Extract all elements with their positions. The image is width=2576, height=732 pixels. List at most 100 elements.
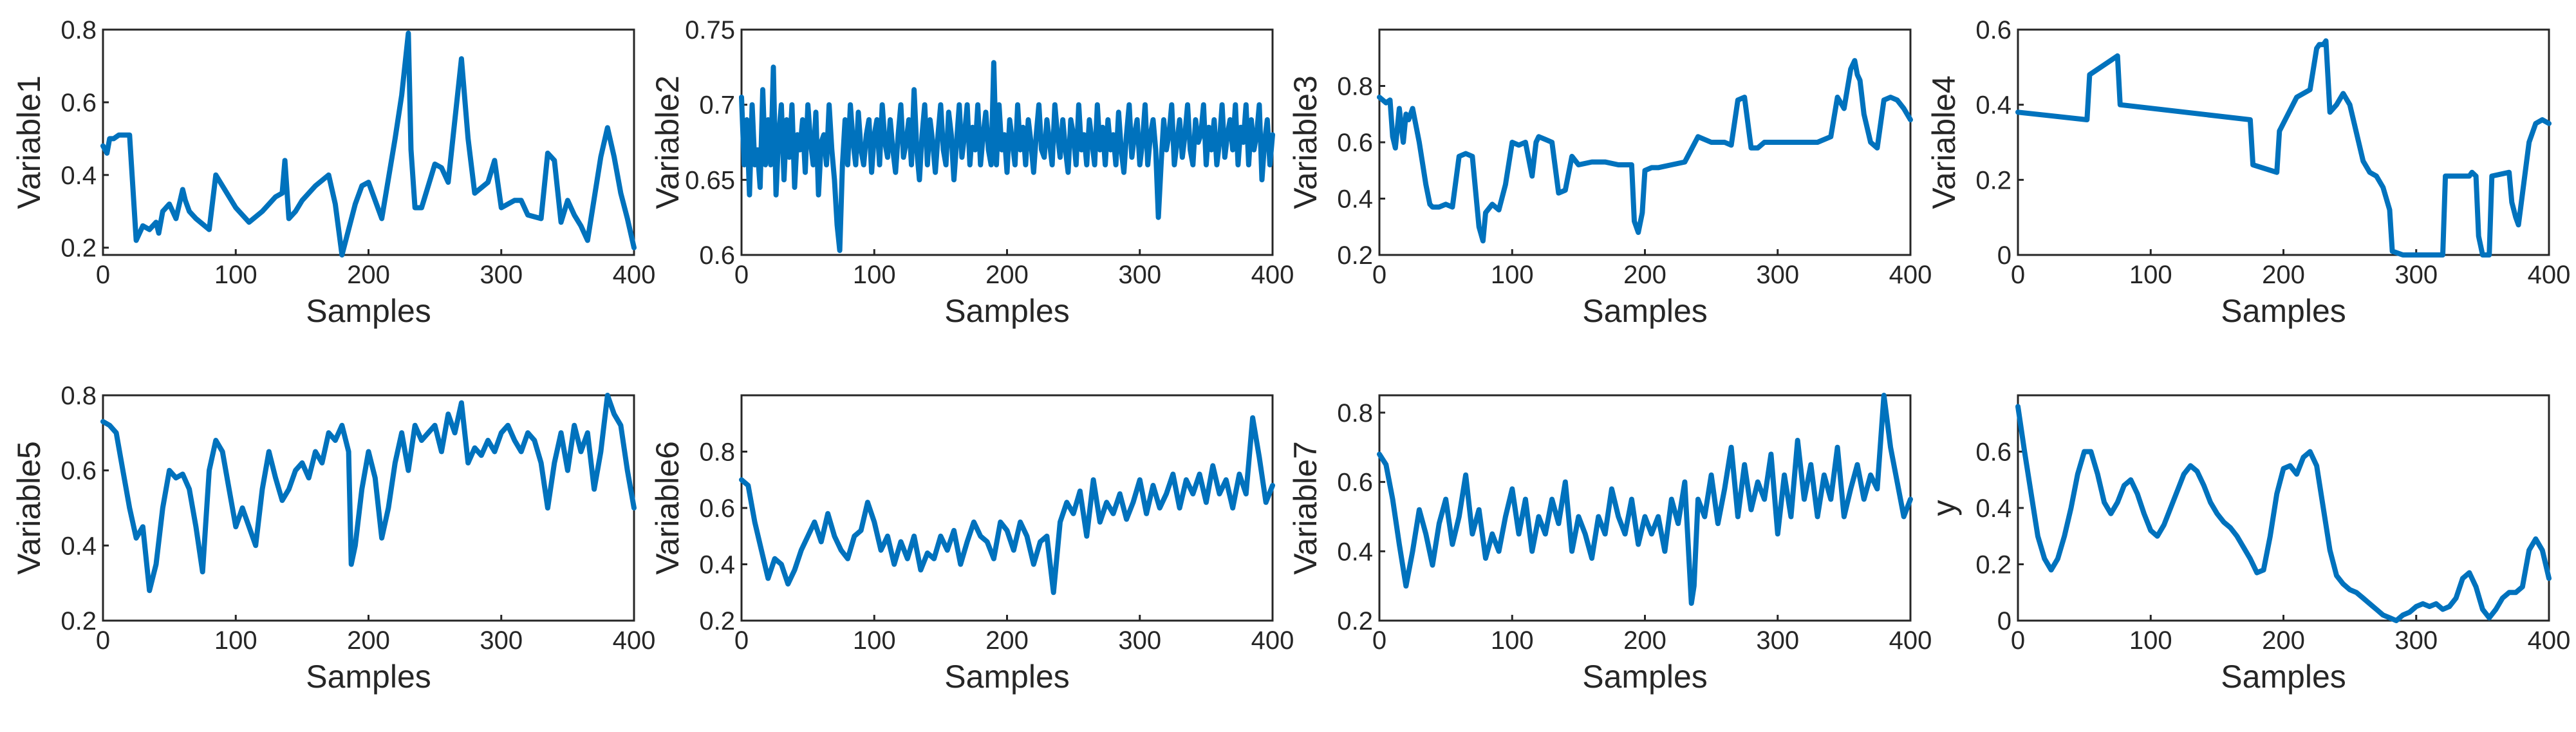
series-line [100, 30, 637, 258]
x-tick-label: 100 [214, 626, 257, 655]
subplot-1: 0 100 200 300 400 0.2 0.4 0.6 0.8 Samples Variable… [11, 16, 655, 329]
y-tick-label: 0.75 [685, 16, 735, 44]
x-axis-label: Samples [1582, 659, 1708, 695]
x-tick-label: 0 [1372, 626, 1386, 655]
y-tick-label: 0.6 [61, 89, 97, 117]
y-tick-label: 0.2 [1975, 166, 2011, 194]
y-tick-label: 0.2 [699, 607, 735, 635]
x-tick-label: 400 [613, 261, 656, 289]
axes-frame [2017, 28, 2550, 256]
x-tick-label: 200 [1623, 261, 1666, 289]
x-tick-label: 300 [2394, 626, 2438, 655]
x-tick-label: 200 [2262, 261, 2305, 289]
y-tick-label: 0.2 [61, 607, 97, 635]
axes-frame [2017, 394, 2550, 622]
x-tick-label: 0 [96, 261, 110, 289]
x-tick-label: 400 [2528, 261, 2571, 289]
y-axis-label: Variable2 [649, 75, 686, 209]
x-tick-label: 100 [2129, 626, 2172, 655]
x-tick-label: 300 [1118, 261, 1161, 289]
y-tick-label: 0.6 [1337, 469, 1373, 497]
y-tick-label: 0 [1997, 241, 2011, 270]
axes-frame [1378, 28, 1912, 256]
x-tick-label: 300 [480, 626, 523, 655]
y-tick-label: 0.2 [1975, 551, 2011, 579]
x-tick-label: 0 [734, 626, 749, 655]
y-tick-label: 0.4 [1337, 185, 1373, 214]
y-tick-label: 0.4 [1975, 91, 2011, 120]
axes-frame [102, 394, 635, 622]
y-tick-label: 0.2 [1337, 241, 1373, 270]
x-tick-label: 200 [347, 261, 390, 289]
axes-frame [102, 28, 635, 256]
x-axis-label: Samples [2221, 293, 2346, 329]
x-tick-label: 0 [2011, 261, 2025, 289]
y-tick-label: 0.4 [1337, 538, 1373, 566]
series-line [100, 393, 637, 594]
x-axis-label: Samples [944, 293, 1070, 329]
x-tick-label: 300 [1756, 261, 1799, 289]
x-axis-label: Samples [1582, 293, 1708, 329]
y-tick-label: 0.65 [685, 166, 735, 194]
x-tick-label: 400 [1251, 261, 1294, 289]
x-axis-label: Samples [2221, 659, 2346, 695]
subplot-4: 0 100 200 300 400 0 0.2 0.4 0.6 Samples Variable4 [1926, 16, 2570, 329]
y-tick-label: 0.4 [61, 162, 97, 190]
y-tick-label: 0.4 [1975, 494, 2011, 523]
x-tick-label: 0 [734, 261, 749, 289]
x-tick-label: 300 [2394, 261, 2438, 289]
y-tick-label: 0.6 [699, 494, 735, 523]
y-tick-label: 0.8 [61, 16, 97, 44]
series-line [739, 415, 1275, 596]
series-line [1377, 58, 1913, 244]
x-tick-label: 0 [2011, 626, 2025, 655]
y-tick-label: 0.6 [61, 457, 97, 485]
x-tick-label: 300 [1756, 626, 1799, 655]
x-tick-label: 100 [214, 261, 257, 289]
x-axis-label: Samples [306, 293, 431, 329]
y-tick-label: 0.7 [699, 91, 735, 120]
x-tick-label: 400 [1889, 261, 1932, 289]
x-tick-label: 100 [2129, 261, 2172, 289]
y-tick-label: 0.4 [699, 551, 735, 579]
subplot-5: 0 100 200 300 400 0.2 0.4 0.6 0.8 Samples Variable… [11, 382, 655, 695]
y-axis-label: Variable7 [1287, 441, 1323, 575]
series-line [1377, 393, 1913, 606]
subplot-6: 0 100 200 300 400 0.2 0.4 0.6 0.8 Samples Variable… [649, 394, 1294, 695]
x-tick-label: 100 [1491, 261, 1534, 289]
x-tick-label: 400 [1251, 626, 1294, 655]
x-tick-label: 300 [1118, 626, 1161, 655]
series-line [2015, 38, 2552, 258]
x-tick-label: 200 [347, 626, 390, 655]
x-tick-label: 100 [853, 626, 896, 655]
y-axis-label: Variable3 [1287, 75, 1323, 209]
x-tick-label: 200 [1623, 626, 1666, 655]
subplot-7: 0 100 200 300 400 0.2 0.4 0.6 0.8 Samples Variable… [1287, 393, 1932, 695]
y-tick-label: 0.8 [699, 438, 735, 467]
y-tick-label: 0.4 [61, 532, 97, 560]
x-tick-label: 300 [480, 261, 523, 289]
y-tick-label: 0.6 [1975, 438, 2011, 467]
y-axis-label: Variable1 [11, 75, 47, 209]
y-tick-label: 0.2 [1337, 607, 1373, 635]
y-tick-label: 0 [1997, 607, 2011, 635]
y-tick-label: 0.6 [699, 241, 735, 270]
y-tick-label: 0.8 [61, 382, 97, 410]
y-tick-label: 0.6 [1975, 16, 2011, 44]
subplot-2: 0 100 200 300 400 0.6 0.65 0.7 0.75 Samples Variab… [649, 16, 1294, 329]
x-tick-label: 200 [985, 626, 1029, 655]
x-tick-label: 400 [2528, 626, 2571, 655]
x-tick-label: 400 [613, 626, 656, 655]
y-axis-label: y [1926, 500, 1962, 516]
y-tick-label: 0.6 [1337, 129, 1373, 157]
series-line [2015, 404, 2552, 623]
y-axis-label: Variable5 [11, 441, 47, 575]
x-tick-label: 100 [853, 261, 896, 289]
y-axis-label: Variable4 [1926, 75, 1962, 209]
x-tick-label: 0 [96, 626, 110, 655]
x-tick-label: 0 [1372, 261, 1386, 289]
x-axis-label: Samples [306, 659, 431, 695]
axes-frame [740, 394, 1274, 622]
x-axis-label: Samples [944, 659, 1070, 695]
y-tick-label: 0.8 [1337, 399, 1373, 427]
